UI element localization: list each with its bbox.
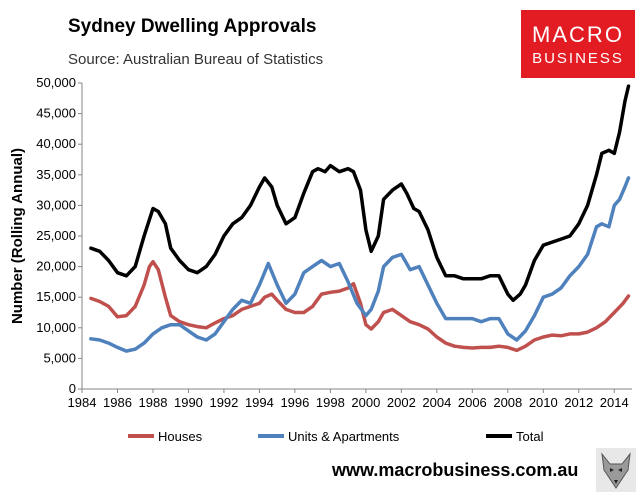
fox-icon	[596, 448, 636, 492]
x-tick-label: 2012	[564, 395, 593, 410]
website-url: www.macrobusiness.com.au	[332, 460, 579, 480]
y-tick-label: 30,000	[36, 197, 76, 212]
series-line-total	[89, 84, 631, 303]
y-axis-label: Number (Rolling Annual)	[9, 148, 26, 324]
x-tick-label: 1990	[174, 395, 203, 410]
y-tick-label: 20,000	[36, 259, 76, 274]
chart-title: Sydney Dwelling Approvals	[68, 16, 317, 37]
logo-line-1: MACRO	[532, 22, 624, 47]
legend-entry: Units & Apartments	[288, 429, 400, 444]
y-tick-label: 0	[69, 381, 76, 396]
series-line-houses	[89, 259, 631, 353]
y-tick-label: 35,000	[36, 167, 76, 182]
y-tick-label: 15,000	[36, 289, 76, 304]
legend-entry: Houses	[158, 429, 203, 444]
chart-subtitle: Source: Australian Bureau of Statistics	[68, 51, 324, 68]
x-tick-label: 1994	[245, 395, 274, 410]
x-tick-label: 2002	[387, 395, 416, 410]
y-tick-label: 45,000	[36, 106, 76, 121]
x-tick-label: 1992	[209, 395, 238, 410]
macrobusiness-logo: MACRO BUSINESS	[521, 10, 635, 78]
logo-line-2: BUSINESS	[532, 50, 624, 67]
x-tick-label: 1988	[139, 395, 168, 410]
x-tick-label: 2006	[458, 395, 487, 410]
y-tick-label: 5,000	[43, 350, 76, 365]
y-tick-label: 25,000	[36, 228, 76, 243]
y-tick-label: 40,000	[36, 136, 76, 151]
x-tick-label: 1996	[280, 395, 309, 410]
x-tick-label: 1984	[68, 395, 97, 410]
x-tick-label: 2010	[529, 395, 558, 410]
y-tick-label: 10,000	[36, 320, 76, 335]
x-tick-label: 2004	[422, 395, 451, 410]
x-tick-label: 1986	[103, 395, 132, 410]
x-tick-label: 2008	[493, 395, 522, 410]
x-tick-label: 1998	[316, 395, 345, 410]
x-tick-label: 2014	[600, 395, 629, 410]
legend-entry: Total	[516, 429, 544, 444]
y-tick-label: 50,000	[36, 75, 76, 90]
x-tick-label: 2000	[351, 395, 380, 410]
series-line-units-apartments	[89, 176, 631, 353]
